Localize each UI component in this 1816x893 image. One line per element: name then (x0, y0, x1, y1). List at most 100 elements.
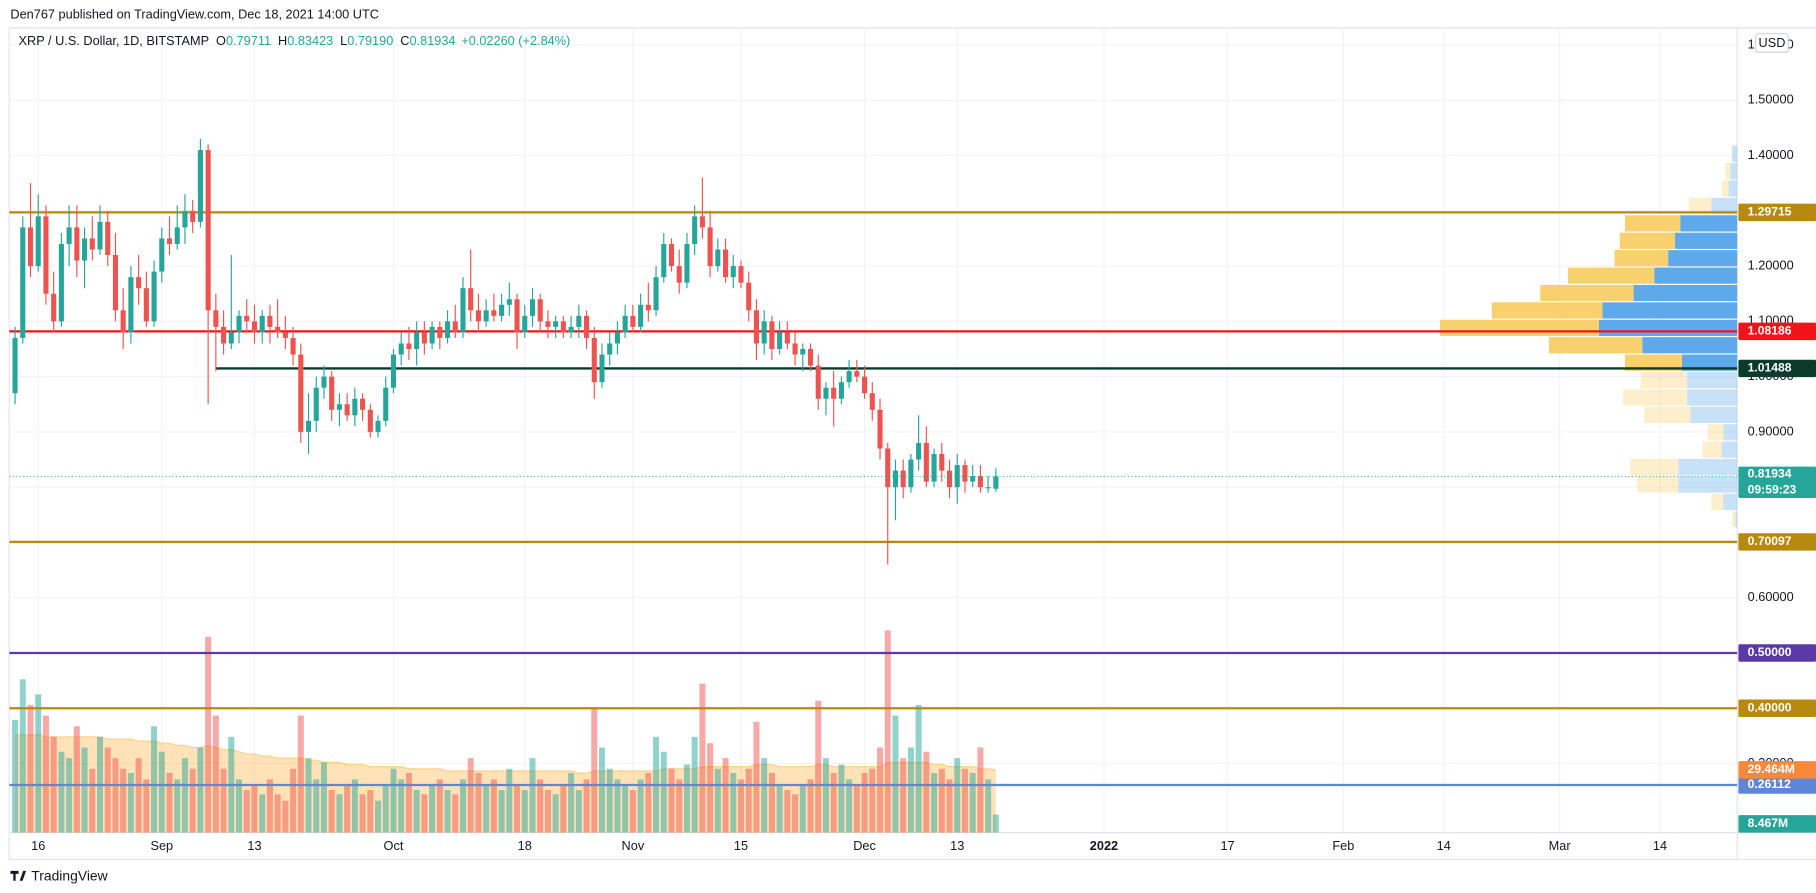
volume-bar (197, 747, 204, 833)
volume-bar (81, 747, 88, 833)
candle-body (638, 304, 644, 327)
candle-body (27, 227, 34, 267)
candle-body (529, 299, 536, 316)
x-tick-label: Dec (853, 838, 876, 853)
profile-down (1540, 284, 1634, 302)
x-tick-label: 13 (950, 838, 964, 853)
profile-down (1491, 302, 1603, 319)
volume-bar (830, 773, 837, 833)
candle-body (159, 238, 165, 272)
candle-body (89, 238, 95, 250)
volume-bar (151, 726, 158, 833)
volume-bar (104, 747, 111, 833)
candle-body (151, 271, 157, 322)
volume-bar (900, 758, 907, 833)
profile-down (1711, 493, 1724, 511)
volume-bar (429, 785, 436, 833)
y-tick-label: 1.20000 (1748, 257, 1794, 272)
candle-body (931, 454, 937, 482)
volume-bar (421, 794, 428, 833)
level-label: 1.29715 (1748, 205, 1792, 219)
x-tick-label: Feb (1332, 838, 1354, 853)
level-label-box (1738, 322, 1816, 341)
volume-bar (568, 773, 575, 833)
volume-bar (436, 779, 443, 833)
profile-down (1624, 215, 1681, 232)
volume-bar (12, 719, 19, 833)
legend-key: O (216, 33, 226, 48)
candle-body (251, 321, 258, 333)
volume-bar (591, 709, 598, 833)
volume-bar (135, 758, 142, 833)
x-tick-label: 13 (247, 838, 261, 853)
candle-body (143, 288, 149, 322)
legend-symbol: XRP / U.S. Dollar, 1D, BITSTAMP (19, 33, 210, 48)
volume-bar (792, 794, 799, 833)
volume-bar (846, 779, 853, 833)
candle-body (321, 376, 327, 388)
candle-body (475, 310, 481, 322)
profile-up (1723, 424, 1738, 441)
profile-up (1675, 232, 1738, 249)
profile-up (1602, 302, 1738, 319)
candle-body (946, 470, 953, 488)
candle-body (645, 304, 651, 311)
profile-down (1623, 389, 1688, 406)
last-price-label: 0.81934 (1748, 466, 1792, 480)
level-label: 0.70097 (1748, 534, 1792, 548)
volume-bar (583, 779, 590, 833)
candle-body (746, 282, 752, 311)
candle-body (761, 321, 767, 344)
volume-bar (35, 694, 42, 833)
volume-bar (776, 785, 783, 833)
volume-bar (977, 747, 984, 833)
candle-body (614, 332, 620, 344)
volume-bar (560, 785, 567, 833)
candle-body (375, 420, 381, 432)
volume-bar (521, 790, 528, 833)
candle-body (923, 442, 929, 482)
profile-up (1735, 511, 1738, 528)
candle-body (336, 404, 342, 410)
level-label: 1.08186 (1748, 324, 1792, 338)
volume-bar (707, 743, 714, 833)
volume-bar (745, 768, 752, 833)
volume-bar (174, 779, 181, 833)
candle-body (305, 420, 312, 432)
candle-body (823, 387, 829, 399)
candle-body (491, 310, 497, 316)
candle-body (846, 371, 852, 383)
volume-bar (552, 794, 559, 833)
volume-bar (514, 785, 521, 833)
candle-body (197, 150, 203, 222)
candle-body (35, 216, 41, 267)
last-price-box (1738, 466, 1816, 498)
profile-up (1687, 371, 1738, 389)
candle-body (862, 376, 868, 394)
volume-bar (768, 773, 775, 833)
volume-bar (784, 790, 791, 833)
candle-body (128, 277, 134, 333)
candle-body (661, 243, 667, 278)
candle-body (977, 476, 983, 488)
candle-body (174, 227, 180, 244)
x-tick-label: Nov (622, 838, 645, 853)
legend-value: 0.81934 (409, 33, 455, 48)
volume-bar (452, 794, 459, 833)
volume-bar (861, 773, 868, 833)
volume-bar (375, 800, 382, 833)
x-tick-label: 17 (1220, 838, 1234, 853)
volume-bar (799, 785, 806, 833)
volume-bar (676, 779, 683, 833)
candle-body (12, 337, 18, 394)
volume-bar (730, 773, 737, 833)
candle-body (213, 310, 219, 327)
volume-bar (614, 779, 621, 833)
tradingview-logo: TradingView (10, 867, 109, 883)
volume-bar (475, 773, 482, 833)
volume-bar (344, 785, 351, 833)
volume-bar (166, 773, 173, 833)
x-tick-label: 16 (31, 838, 45, 853)
candle-body (885, 448, 891, 488)
y-tick-label: 1.50000 (1748, 92, 1794, 107)
